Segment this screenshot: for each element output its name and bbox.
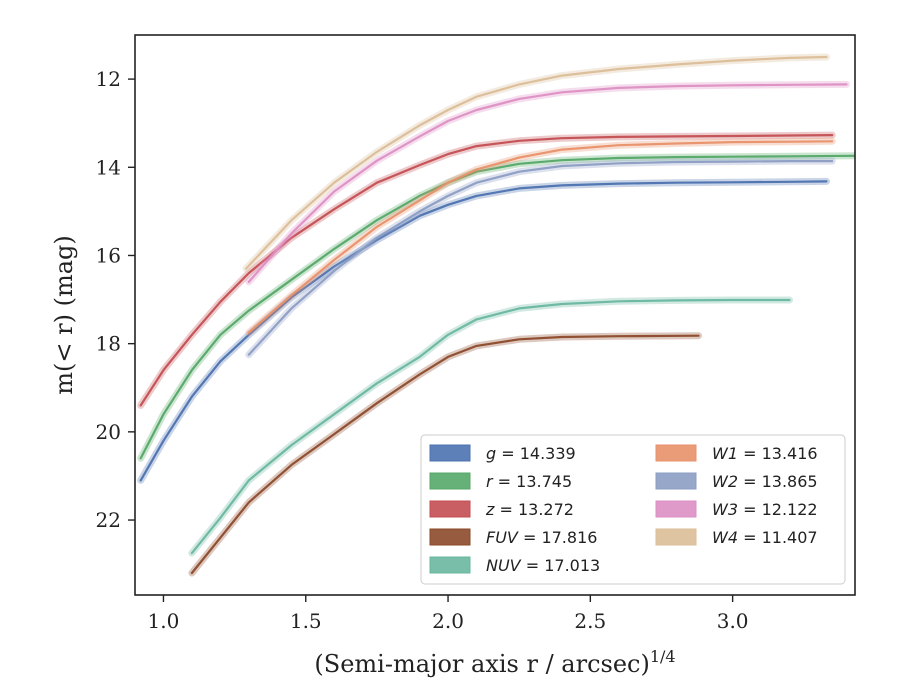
plot-frame (134, 34, 856, 596)
legend-swatch-g (429, 444, 471, 462)
legend: g = 14.339 r = 13.745 z = 13.272 FUV = 17.8… (420, 434, 846, 585)
x-axis: 1.0 1.5 2.0 2.5 3.0 (148, 595, 749, 633)
legend-box (420, 434, 846, 585)
y-tick-label: 12 (96, 67, 121, 91)
x-tick-label: 3.0 (717, 609, 749, 633)
x-tick-label: 1.5 (290, 609, 322, 633)
curves-layer (137, 53, 855, 577)
legend-swatch-fuv (429, 528, 471, 546)
legend-label-w3: W3 = 12.122 (712, 500, 818, 519)
legend-label-w2: W2 = 13.865 (712, 472, 818, 491)
series-line-g (139, 180, 828, 482)
legend-swatch-nuv (429, 556, 471, 574)
x-tick-label: 1.0 (148, 609, 180, 633)
series-line-nuv (190, 298, 791, 555)
y-tick-label: 16 (96, 243, 121, 267)
series-line-w2 (247, 160, 834, 356)
legend-label-w1: W1 = 13.416 (712, 444, 818, 463)
legend-label-nuv: NUV = 17.013 (486, 556, 600, 575)
legend-swatch-w2 (655, 472, 697, 490)
y-tick-label: 14 (96, 155, 121, 179)
series-line-r (139, 154, 855, 460)
y-tick-label: 18 (96, 332, 121, 356)
legend-swatch-w4 (655, 528, 697, 546)
y-tick-label: 22 (96, 508, 121, 532)
x-tick-label: 2.5 (574, 609, 606, 633)
legend-label-r: r = 13.745 (486, 472, 572, 491)
series-line-w3 (247, 83, 848, 283)
legend-label-w4: W4 = 11.407 (712, 528, 818, 547)
legend-label-z: z = 13.272 (485, 500, 574, 519)
x-axis-label-text: (Semi-major axis r / arcsec) (314, 650, 649, 678)
x-axis-label-exponent: 1/4 (650, 647, 676, 666)
y-tick-label: 20 (96, 420, 121, 444)
series-band-r (137, 152, 855, 462)
y-axis: 12 14 16 18 20 22 (96, 67, 135, 532)
x-axis-label: (Semi-major axis r / arcsec)1/4 (314, 647, 675, 678)
series-line-w4 (244, 55, 828, 270)
legend-swatch-r (429, 472, 471, 490)
x-tick-label: 2.0 (432, 609, 464, 633)
legend-swatch-z (429, 500, 471, 518)
series-line-fuv (190, 334, 700, 575)
series-line-z (139, 134, 834, 407)
legend-swatch-w1 (655, 444, 697, 462)
legend-label-fuv: FUV = 17.816 (486, 528, 597, 547)
legend-label-g: g = 14.339 (486, 444, 576, 463)
y-axis-label: m(< r) (mag) (50, 235, 78, 394)
series-line-w1 (247, 140, 834, 334)
legend-swatch-w3 (655, 500, 697, 518)
